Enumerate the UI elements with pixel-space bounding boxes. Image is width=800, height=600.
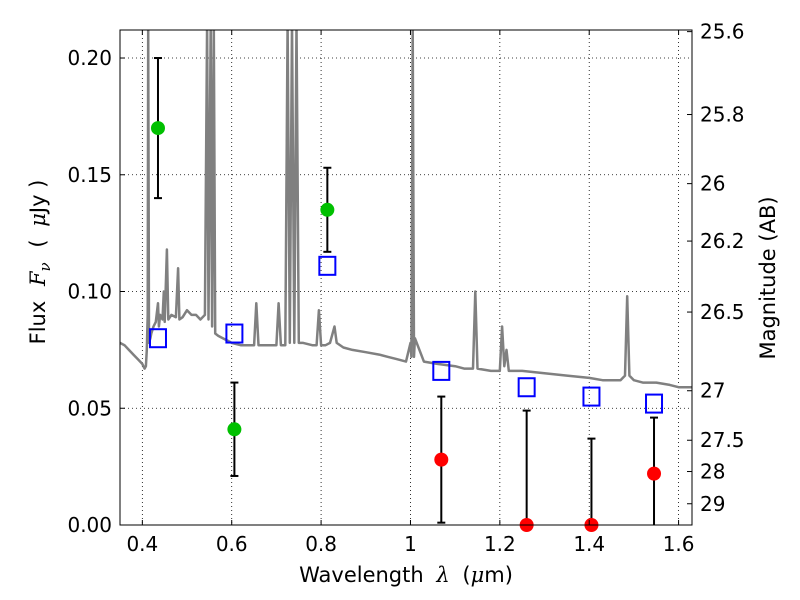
y-tick-label: 0.00 [67, 513, 112, 537]
y-axis-unit-mu: μ [26, 213, 50, 227]
model-photometry-square [582, 386, 601, 407]
x-tick-label: 0.4 [126, 532, 158, 556]
x-axis-label-text: Wavelength [299, 563, 424, 587]
model-photometry-square [225, 323, 244, 344]
data-markers [148, 121, 664, 532]
y-tick-label: 0.20 [67, 46, 112, 70]
x-axis-unit-open: ( [462, 563, 470, 587]
x-axis-label: Wavelength λ (μm) [299, 563, 513, 587]
detection-point [150, 121, 165, 136]
detection-point [320, 202, 335, 217]
y2-tick-label: 29 [700, 492, 725, 516]
x-axis-symbol: λ [435, 563, 449, 587]
y-axis-unit-rest: Jy ) [26, 180, 50, 216]
y-tick-label: 0.10 [67, 280, 112, 304]
x-tick-label: 0.8 [305, 532, 337, 556]
y2-tick-label: 26 [700, 172, 725, 196]
model-photometry-square [318, 255, 337, 276]
y2-tick-label: 26.5 [700, 300, 745, 324]
y-axis-symbol: F [26, 270, 50, 287]
axis-ticks: 0.4 0.6 0.8 1 1.2 1.4 1.6 0.00 0.05 0.10 0.15 0.20 2… [67, 20, 744, 556]
detection-point [227, 422, 242, 437]
x-tick-label: 1.6 [663, 532, 695, 556]
x-tick-label: 0.6 [216, 532, 248, 556]
model-sed-layer [120, 30, 692, 389]
x-tick-label: 1 [404, 532, 417, 556]
model-photometry-square [148, 328, 167, 349]
y-axis-unit-open: ( [26, 239, 50, 247]
y-axis-symbol-sub: ν [36, 262, 54, 271]
plot-frame [119, 29, 693, 526]
y-tick-label: 0.05 [67, 396, 112, 420]
y-tick-label: 0.15 [67, 163, 112, 187]
x-axis-unit-rest: m) [484, 563, 513, 587]
y2-tick-label: 28 [700, 460, 725, 484]
x-axis-unit-mu: μ [471, 563, 485, 587]
y2-tick-label: 27 [700, 379, 725, 403]
non-detection-point [434, 452, 449, 467]
non-detection-point [647, 466, 662, 481]
y2-tick-label: 25.8 [700, 103, 745, 127]
y2-axis-label: Magnitude (AB) [756, 196, 780, 359]
error-bars [153, 57, 659, 525]
x-tick-label: 1.2 [484, 532, 516, 556]
model-photometry-square [645, 393, 664, 414]
model-photometry-square [517, 377, 536, 398]
y-axis-label-text: Flux [26, 301, 50, 345]
y2-tick-label: 27.5 [700, 428, 745, 452]
y-axis-label: Flux Fν ( μJy ) [26, 180, 55, 345]
x-tick-label: 1.4 [573, 532, 605, 556]
y2-tick-label: 25.6 [700, 20, 745, 44]
model-photometry-square [432, 360, 451, 381]
model-sed-line [120, 30, 692, 389]
y2-tick-label: 26.2 [700, 229, 745, 253]
